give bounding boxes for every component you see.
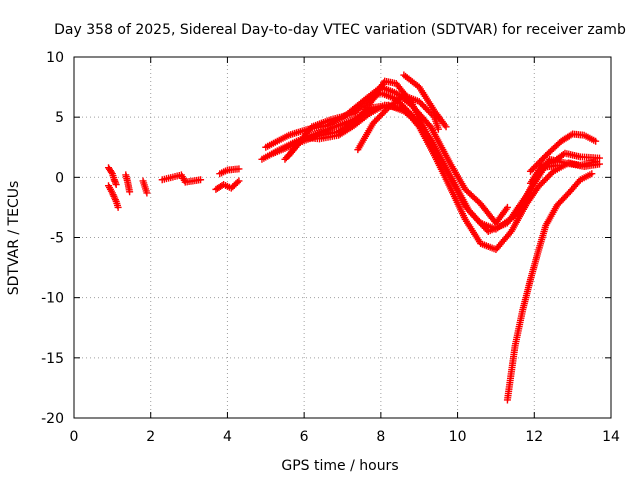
data-point — [374, 114, 382, 122]
data-point — [536, 181, 544, 189]
data-point — [537, 156, 545, 164]
axis-ticks — [73, 56, 612, 419]
data-point — [588, 170, 596, 178]
series-track-a — [105, 164, 120, 189]
data-point — [197, 176, 205, 184]
data-point — [528, 166, 536, 174]
data-point — [126, 188, 134, 196]
data-point — [235, 165, 243, 173]
data-point — [371, 118, 379, 126]
data-point — [112, 181, 120, 189]
y-tick-label: 5 — [55, 110, 64, 126]
series-track-c — [122, 171, 134, 196]
data-point — [417, 99, 425, 107]
y-tick-label: 10 — [46, 50, 64, 66]
y-tick-label: -15 — [41, 351, 64, 367]
x-tick-label: 6 — [300, 429, 309, 445]
data-point — [423, 105, 431, 113]
data-point — [415, 98, 423, 106]
data-point — [421, 104, 429, 112]
data-point — [398, 101, 406, 109]
data-point — [543, 174, 551, 182]
data-point — [107, 168, 115, 176]
series-track-g — [216, 165, 243, 178]
x-tick-label: 2 — [146, 429, 155, 445]
data-point — [426, 108, 434, 116]
y-tick-label: 0 — [55, 170, 64, 186]
data-point — [537, 180, 545, 188]
data-points — [105, 71, 603, 404]
y-tick-label: -10 — [41, 291, 64, 307]
series-track-b — [105, 182, 122, 211]
data-point — [545, 172, 553, 180]
data-point — [381, 107, 389, 115]
grid-lines — [74, 57, 611, 418]
y-tick-label: -5 — [50, 231, 64, 247]
data-point — [233, 178, 241, 186]
data-point — [418, 101, 426, 109]
x-tick-label: 12 — [525, 429, 543, 445]
data-point — [369, 119, 377, 127]
data-point — [595, 154, 603, 162]
series-track-q — [526, 149, 603, 187]
data-point — [375, 113, 383, 121]
data-point — [400, 103, 408, 111]
data-point — [143, 189, 151, 197]
series-track-o — [503, 170, 596, 404]
series-track-f — [212, 177, 243, 193]
data-point — [378, 110, 386, 118]
x-tick-label: 14 — [602, 429, 620, 445]
x-tick-label: 10 — [449, 429, 467, 445]
data-point — [442, 123, 450, 131]
data-point — [592, 137, 600, 145]
data-point — [401, 105, 409, 113]
data-point — [526, 167, 534, 175]
data-point — [403, 106, 411, 114]
y-axis-label: SDTVAR / TECUs — [6, 181, 22, 296]
data-point — [540, 177, 548, 185]
data-point — [546, 170, 554, 178]
series-track-p — [526, 130, 600, 175]
chart-title: Day 358 of 2025, Sidereal Day-to-day VTE… — [54, 22, 626, 38]
data-point — [553, 161, 561, 169]
data-point — [235, 177, 243, 185]
data-point — [420, 102, 428, 110]
data-point — [539, 178, 547, 186]
data-point — [434, 125, 442, 133]
data-point — [377, 111, 385, 119]
data-point — [595, 160, 603, 168]
tick-labels: 0 2 4 6 8 10 12 14 -20 -15 -10 -5 0 5 10 — [41, 50, 620, 445]
data-point — [380, 108, 388, 116]
data-point — [114, 203, 122, 211]
data-point — [534, 183, 542, 191]
y-tick-label: -20 — [41, 411, 64, 427]
data-point — [530, 164, 538, 172]
series-track-e — [158, 171, 205, 186]
series-track-d — [139, 177, 151, 197]
series-track-n — [400, 71, 450, 131]
data-point — [424, 107, 432, 115]
x-tick-label: 0 — [70, 429, 79, 445]
data-point — [372, 116, 380, 124]
data-point — [404, 108, 412, 116]
data-point — [542, 175, 550, 183]
x-tick-label: 4 — [223, 429, 232, 445]
data-point — [503, 203, 511, 211]
x-axis-label: GPS time / hours — [281, 458, 398, 474]
x-tick-label: 8 — [376, 429, 385, 445]
series-track-l — [285, 89, 561, 235]
data-point — [539, 155, 547, 163]
data-point — [534, 159, 542, 167]
